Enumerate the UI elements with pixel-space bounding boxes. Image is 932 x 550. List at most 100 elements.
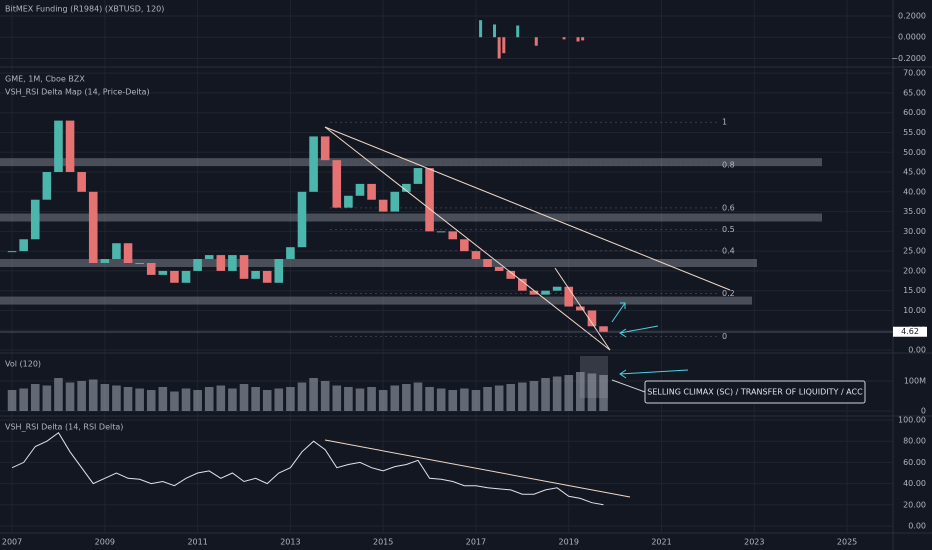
- volume-bar: [181, 388, 191, 412]
- x-tick-label: 2025: [837, 538, 857, 547]
- volume-bar: [541, 378, 550, 412]
- volume-bar: [19, 388, 28, 412]
- volume-bar: [471, 390, 481, 412]
- volume-bar: [332, 385, 342, 412]
- y-tick-label: 20.00: [903, 266, 926, 275]
- candle: [204, 255, 214, 260]
- candle: [518, 278, 527, 291]
- volume-bar: [297, 382, 307, 412]
- volume-bar: [158, 387, 168, 412]
- volume-bar: [123, 387, 133, 412]
- fib-label: 0.2: [722, 289, 735, 298]
- funding-bar: [516, 25, 520, 38]
- volume-bar: [494, 385, 504, 412]
- candle: [587, 310, 597, 327]
- x-tick-label: 2017: [466, 538, 486, 547]
- y-tick-label: 45.00: [903, 168, 926, 177]
- y-tick-label: 100.00: [898, 416, 926, 425]
- y-tick-label: 50.00: [903, 148, 926, 157]
- rsi-line: [11, 431, 604, 506]
- y-tick-label: 60.00: [903, 108, 926, 117]
- volume-bar: [320, 381, 330, 412]
- candle: [413, 168, 423, 184]
- x-tick-label: 2019: [559, 538, 579, 547]
- x-tick-label: 2023: [744, 538, 764, 547]
- y-tick-label: 35.00: [903, 207, 926, 216]
- funding-bar: [581, 37, 585, 41]
- volume-bar: [170, 391, 179, 412]
- funding-bar: [493, 24, 497, 38]
- y-tick-label: 0.00: [908, 346, 926, 355]
- y-tick-label: 65.00: [903, 88, 926, 97]
- candle: [216, 255, 226, 271]
- candle: [123, 243, 133, 264]
- pane-subtitle: VSH_RSI Delta Map (14, Price-Delta): [5, 88, 150, 97]
- volume-bar: [146, 390, 156, 412]
- y-tick-label: −0.2000: [891, 54, 926, 63]
- candle: [228, 255, 237, 271]
- candle: [367, 183, 376, 200]
- candle: [65, 120, 75, 173]
- x-tick-label: 2007: [2, 538, 22, 547]
- pane-title: BitMEX Funding (R1984) (XBTUSD, 120): [5, 5, 164, 14]
- funding-bar: [562, 37, 566, 40]
- candle: [100, 259, 110, 264]
- x-tick-label: 2021: [651, 538, 671, 547]
- funding-bar: [479, 20, 483, 38]
- funding-bar: [502, 37, 506, 54]
- fib-label: 1: [722, 118, 727, 127]
- candle: [576, 306, 585, 311]
- drawings: [0, 126, 893, 498]
- y-tick-label: 10.00: [903, 306, 926, 315]
- volume-bar: [54, 378, 63, 412]
- pane-title: GME, 1M, Cboe BZX: [5, 75, 85, 84]
- candle: [181, 270, 191, 283]
- x-tick-label: 2015: [373, 538, 393, 547]
- volume-bar: [448, 390, 458, 412]
- candle: [170, 270, 179, 283]
- y-tick-label: 0.0000: [898, 33, 926, 42]
- candle: [239, 255, 249, 279]
- fib-label: 0.6: [722, 203, 735, 212]
- trend-line: [324, 126, 611, 351]
- candle: [30, 199, 40, 240]
- candle: [77, 172, 86, 192]
- candle: [378, 199, 388, 212]
- volume-bar: [587, 373, 597, 412]
- candle: [262, 270, 272, 283]
- volume-bar: [204, 387, 214, 412]
- arrow: [611, 302, 626, 323]
- volume-bar: [193, 390, 202, 412]
- candle: [193, 259, 202, 271]
- volume-bar: [65, 382, 75, 412]
- x-tick-label: 2011: [187, 538, 207, 547]
- y-tick-label: 30.00: [903, 227, 926, 236]
- y-tick-label: 55.00: [903, 128, 926, 137]
- candle: [274, 259, 284, 283]
- funding-bar: [534, 37, 538, 46]
- volume-bar: [239, 384, 249, 412]
- marks: [0, 20, 822, 506]
- y-tick-label: 0.00: [908, 521, 926, 530]
- volume-bar: [564, 375, 574, 412]
- candle: [332, 160, 342, 208]
- funding-bar: [497, 37, 501, 59]
- candle: [19, 239, 28, 252]
- y-tick-label: 0.2000: [898, 11, 926, 20]
- fib-label: 0.4: [722, 246, 735, 255]
- y-tick-label: 15.00: [903, 286, 926, 295]
- zone: [0, 259, 757, 268]
- volume-bar: [135, 388, 144, 412]
- fib-label: 0.8: [722, 161, 735, 170]
- volume-bar: [228, 388, 237, 412]
- volume-bar: [286, 387, 295, 412]
- trend-line: [324, 126, 731, 291]
- candle: [309, 136, 318, 192]
- candle: [529, 290, 539, 295]
- y-tick-label: 20.00: [903, 500, 926, 509]
- y-tick-label: 70.00: [903, 69, 926, 78]
- candle: [344, 195, 353, 208]
- y-tick-label: 80.00: [903, 437, 926, 446]
